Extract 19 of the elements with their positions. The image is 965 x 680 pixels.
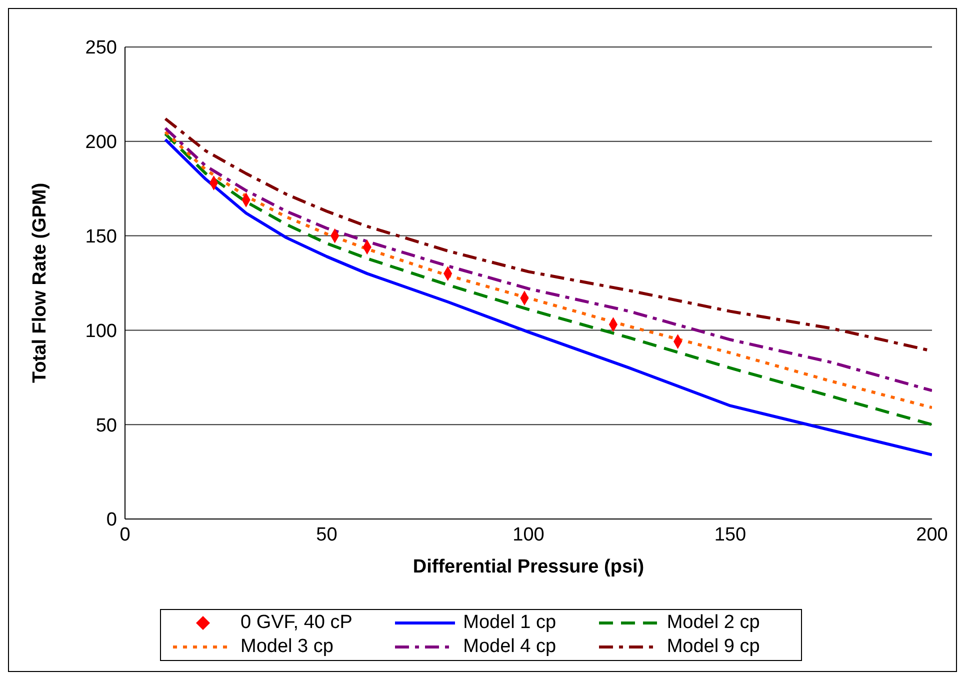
y-tick-label: 200 — [85, 132, 117, 154]
legend-label: Model 4 cp — [463, 636, 556, 658]
x-tick-label: 50 — [316, 524, 338, 546]
y-tick-label: 150 — [85, 226, 117, 248]
x-tick-label: 0 — [120, 524, 130, 546]
legend-label: Model 2 cp — [666, 612, 760, 634]
x-tick-label: 200 — [916, 524, 948, 546]
y-tick-label: 50 — [96, 415, 117, 436]
y-tick-label: 250 — [85, 38, 117, 59]
x-axis-title: Differential Pressure (psi) — [412, 556, 644, 578]
legend-label: 0 GVF, 40 cP — [240, 612, 352, 634]
y-tick-label: 100 — [85, 320, 117, 342]
x-tick-label: 100 — [512, 524, 544, 546]
legend-label: Model 9 cp — [666, 636, 760, 658]
legend-label: Model 1 cp — [463, 612, 556, 634]
y-axis-title: Total Flow Rate (GPM) — [30, 182, 51, 383]
x-tick-label: 150 — [714, 524, 746, 546]
legend-label: Model 3 cp — [240, 636, 334, 658]
y-tick-label: 0 — [106, 510, 117, 531]
